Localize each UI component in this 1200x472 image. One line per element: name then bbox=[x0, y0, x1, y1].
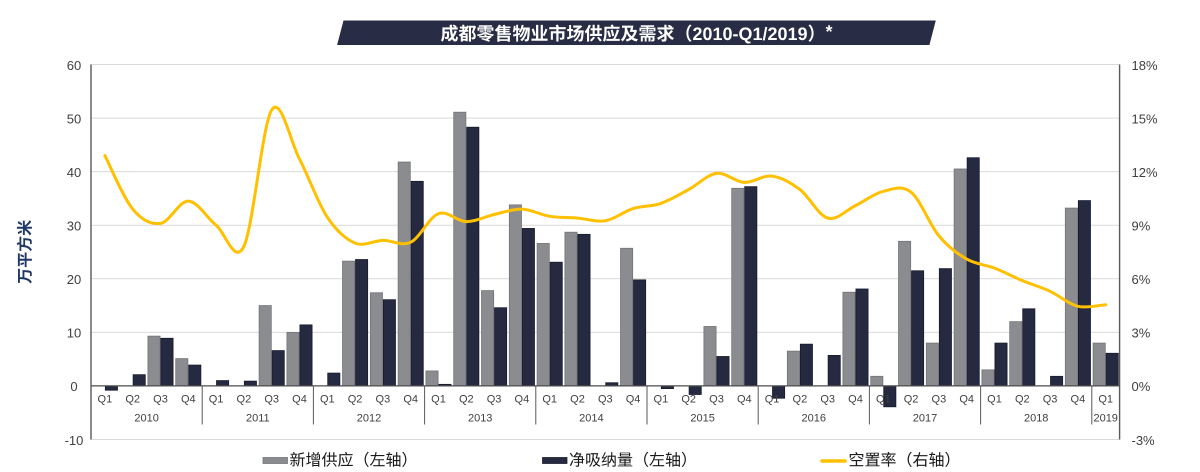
svg-text:Q3: Q3 bbox=[709, 394, 724, 406]
svg-text:Q2: Q2 bbox=[125, 394, 140, 406]
svg-text:2014: 2014 bbox=[579, 413, 603, 425]
svg-text:Q4: Q4 bbox=[515, 394, 530, 406]
svg-text:2013: 2013 bbox=[468, 413, 492, 425]
svg-text:Q2: Q2 bbox=[904, 394, 919, 406]
svg-text:Q2: Q2 bbox=[793, 394, 808, 406]
svg-text:-3%: -3% bbox=[1132, 433, 1156, 448]
svg-text:3%: 3% bbox=[1132, 326, 1151, 341]
svg-text:Q3: Q3 bbox=[376, 394, 391, 406]
svg-text:Q3: Q3 bbox=[153, 394, 168, 406]
svg-text:Q3: Q3 bbox=[487, 394, 502, 406]
svg-text:2010: 2010 bbox=[134, 413, 158, 425]
svg-text:10: 10 bbox=[67, 326, 81, 341]
svg-text:Q4: Q4 bbox=[1071, 394, 1086, 406]
svg-text:Q3: Q3 bbox=[932, 394, 947, 406]
svg-text:2019: 2019 bbox=[1093, 413, 1117, 425]
svg-text:12%: 12% bbox=[1132, 165, 1158, 180]
svg-text:Q4: Q4 bbox=[626, 394, 641, 406]
svg-text:Q2: Q2 bbox=[237, 394, 252, 406]
svg-text:20: 20 bbox=[67, 272, 81, 287]
svg-text:Q1: Q1 bbox=[1098, 394, 1113, 406]
svg-text:Q1: Q1 bbox=[320, 394, 335, 406]
svg-text:Q1: Q1 bbox=[209, 394, 224, 406]
svg-text:Q2: Q2 bbox=[348, 394, 363, 406]
svg-text:Q4: Q4 bbox=[959, 394, 974, 406]
svg-text:Q4: Q4 bbox=[737, 394, 752, 406]
svg-text:Q2: Q2 bbox=[459, 394, 474, 406]
svg-text:18%: 18% bbox=[1132, 58, 1158, 73]
svg-text:60: 60 bbox=[67, 58, 81, 73]
svg-text:Q2: Q2 bbox=[681, 394, 696, 406]
svg-text:Q1: Q1 bbox=[987, 394, 1002, 406]
svg-text:Q4: Q4 bbox=[292, 394, 307, 406]
svg-text:Q2: Q2 bbox=[1015, 394, 1030, 406]
svg-text:Q1: Q1 bbox=[542, 394, 557, 406]
svg-text:2018: 2018 bbox=[1024, 413, 1048, 425]
svg-text:Q1: Q1 bbox=[431, 394, 446, 406]
svg-text:2012: 2012 bbox=[357, 413, 381, 425]
svg-text:6%: 6% bbox=[1132, 272, 1151, 287]
svg-text:Q3: Q3 bbox=[598, 394, 613, 406]
svg-text:-10: -10 bbox=[65, 433, 84, 448]
svg-text:50: 50 bbox=[67, 111, 81, 126]
svg-text:15%: 15% bbox=[1132, 111, 1158, 126]
svg-text:Q2: Q2 bbox=[570, 394, 585, 406]
svg-text:Q4: Q4 bbox=[403, 394, 418, 406]
svg-text:2015: 2015 bbox=[690, 413, 714, 425]
svg-text:30: 30 bbox=[67, 219, 81, 234]
svg-text:2017: 2017 bbox=[913, 413, 937, 425]
svg-text:Q1: Q1 bbox=[98, 394, 113, 406]
svg-text:2016: 2016 bbox=[802, 413, 826, 425]
svg-text:9%: 9% bbox=[1132, 219, 1151, 234]
svg-text:0: 0 bbox=[70, 379, 77, 394]
svg-text:Q3: Q3 bbox=[264, 394, 279, 406]
svg-text:Q4: Q4 bbox=[848, 394, 863, 406]
svg-text:Q4: Q4 bbox=[181, 394, 196, 406]
svg-text:2011: 2011 bbox=[246, 413, 270, 425]
svg-text:Q3: Q3 bbox=[1043, 394, 1058, 406]
svg-text:Q1: Q1 bbox=[876, 394, 891, 406]
svg-text:Q3: Q3 bbox=[820, 394, 835, 406]
svg-text:0%: 0% bbox=[1132, 379, 1151, 394]
svg-text:40: 40 bbox=[67, 165, 81, 180]
svg-text:Q1: Q1 bbox=[654, 394, 669, 406]
svg-text:Q1: Q1 bbox=[765, 394, 780, 406]
